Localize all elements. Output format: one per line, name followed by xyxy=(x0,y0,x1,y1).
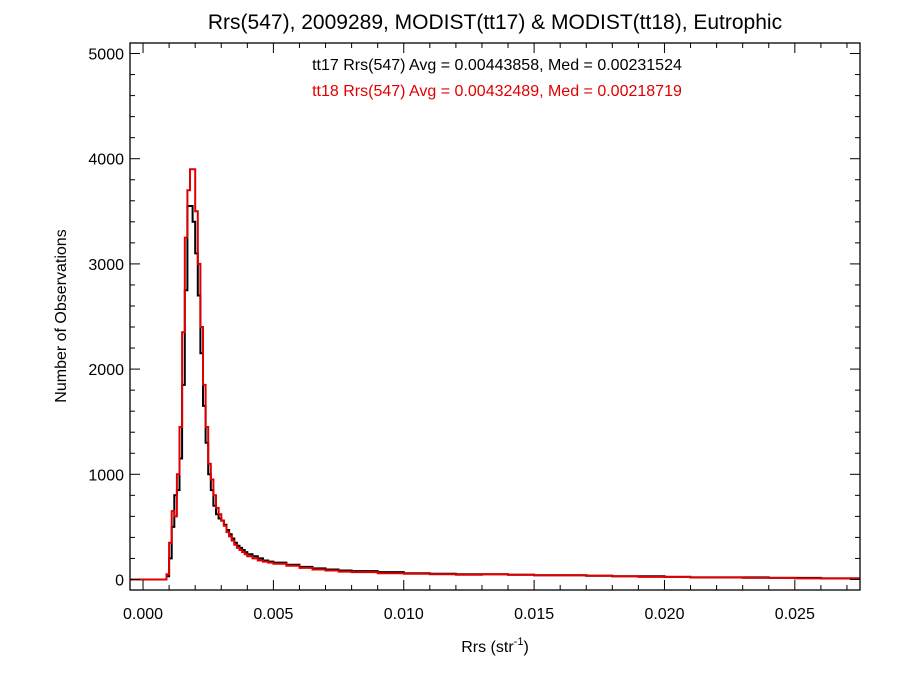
y-axis-label: Number of Observations xyxy=(53,229,70,402)
y-axis: 0 1000 2000 3000 4000 5000 xyxy=(88,47,860,589)
annotation-1: tt17 Rrs(547) Avg = 0.00443858, Med = 0.… xyxy=(312,57,682,74)
y-tick-label: 4000 xyxy=(88,152,124,169)
chart-title: Rrs(547), 2009289, MODIST(tt17) & MODIST… xyxy=(208,11,782,34)
x-tick-label: 0.010 xyxy=(384,606,424,623)
x-axis: 0.000 0.005 0.010 0.015 0.020 0.025 xyxy=(123,43,848,623)
x-axis-label-base: Rrs (str xyxy=(461,639,514,656)
x-axis-label-end: ) xyxy=(523,639,528,656)
y-tick-label: 3000 xyxy=(88,257,124,274)
plot-frame xyxy=(129,42,861,591)
x-tick-label: 0.025 xyxy=(775,606,815,623)
y-tick-label: 1000 xyxy=(88,467,124,484)
x-tick-label: 0.005 xyxy=(253,606,293,623)
stats-annotations: tt17 Rrs(547) Avg = 0.00443858, Med = 0.… xyxy=(312,57,682,100)
series-tt18-line xyxy=(130,168,860,581)
x-tick-label: 0.000 xyxy=(123,606,163,623)
annotation-2: tt18 Rrs(547) Avg = 0.00432489, Med = 0.… xyxy=(312,83,682,100)
x-tick-label: 0.020 xyxy=(644,606,684,623)
series-tt17-line xyxy=(130,205,860,581)
y-tick-label: 2000 xyxy=(88,362,124,379)
x-tick-label: 0.015 xyxy=(514,606,554,623)
x-axis-label: Rrs (str-1) xyxy=(461,636,529,656)
y-tick-label: 5000 xyxy=(88,47,124,64)
x-axis-label-superscript: -1 xyxy=(514,636,524,648)
y-tick-label: 0 xyxy=(115,572,124,589)
series-layer xyxy=(130,168,860,581)
